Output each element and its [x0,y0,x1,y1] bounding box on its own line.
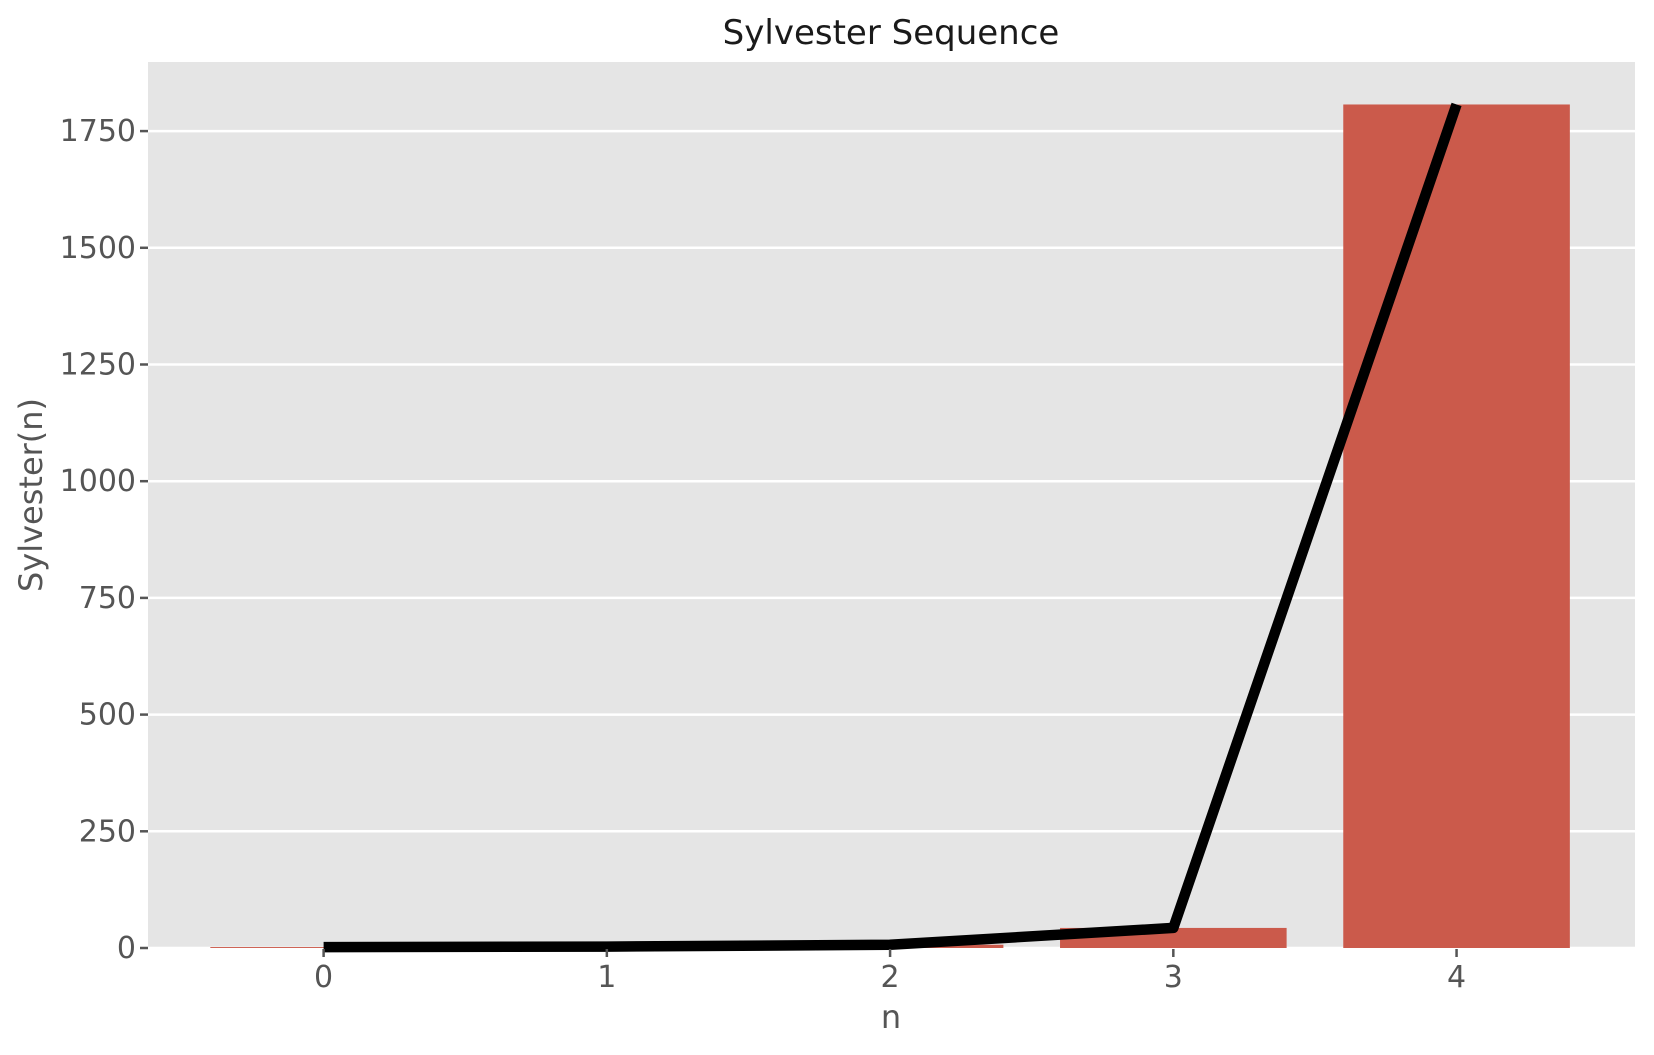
x-axis-label: n [881,998,901,1036]
tick-labels: 0 1 2 3 4 0 250 500 750 1000 1250 1500 1750 [60,114,1466,995]
y-tick-label-250: 250 [79,814,136,849]
y-tick-label-1250: 1250 [60,347,136,382]
sylvester-line [323,102,1462,953]
axis-ticks [140,129,1458,957]
x-tick-label-1: 1 [597,960,616,995]
y-axis-label: Sylvester(n) [12,398,50,592]
x-tick-label-2: 2 [881,960,900,995]
x-tick-label-4: 4 [1447,960,1466,995]
x-tick-label-3: 3 [1164,960,1183,995]
y-tick-label-500: 500 [79,698,136,733]
y-tick-label-1500: 1500 [60,231,136,266]
y-tick-label-750: 750 [79,581,136,616]
y-tick-label-1750: 1750 [60,114,136,149]
bar-n0 [210,947,437,948]
y-tick-label-1000: 1000 [60,464,136,499]
line-series [323,102,1462,953]
y-tick-label-0: 0 [117,931,136,966]
x-tick-label-0: 0 [314,960,333,995]
chart-title: Sylvester Sequence [723,13,1060,53]
bar-n4 [1343,104,1570,949]
